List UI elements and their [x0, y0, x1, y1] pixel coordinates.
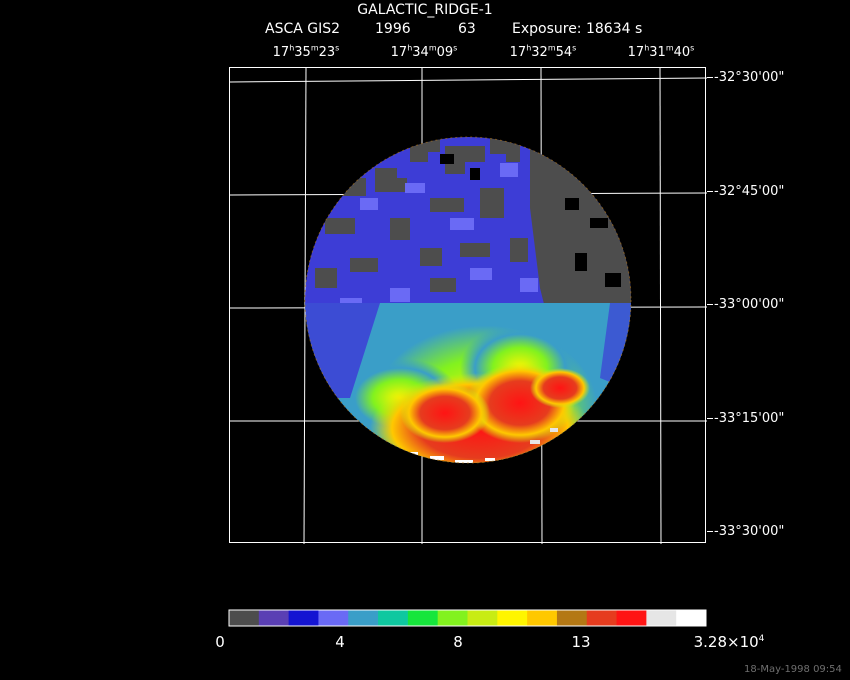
- colorbar-cell: [556, 610, 588, 626]
- colorbar-tick-4: 4: [335, 633, 345, 651]
- colorbar-max-label: 3.28×104: [693, 633, 765, 651]
- colorbar-cell: [467, 610, 498, 626]
- colorbar-cell: [586, 610, 618, 626]
- colorbar-cell: [616, 610, 647, 626]
- ra-label-1: 17h35m23s: [272, 43, 340, 60]
- colorbar-cell: [378, 610, 409, 626]
- colorbar-cell: [676, 610, 707, 626]
- ra-label-3: 17h32m54s: [509, 43, 577, 60]
- colorbar-cell: [318, 610, 349, 626]
- image-title: GALACTIC_RIDGE-1: [357, 2, 493, 18]
- timestamp: 18-May-1998 09:54: [744, 664, 842, 675]
- detector-field: [305, 137, 631, 463]
- year-label: 1996: [375, 21, 411, 37]
- colorbar-cell: [527, 610, 558, 626]
- dec-label-4: -33°15'00": [707, 411, 784, 427]
- colorbar-cell: [348, 610, 379, 626]
- dec-label-2: -32°45'00": [707, 184, 784, 200]
- colorbar-cell: [229, 610, 260, 626]
- colorbar-cell: [437, 610, 468, 626]
- colorbar-cell: [407, 610, 439, 626]
- colorbar-cell: [497, 610, 528, 626]
- sequence-label: 63: [458, 21, 476, 37]
- instrument-label: ASCA GIS2: [265, 21, 341, 37]
- colorbar-cell: [288, 610, 319, 626]
- colorbar-tick-0: 0: [215, 633, 225, 651]
- colorbar-tick-8: 8: [453, 633, 463, 651]
- colorbar-tick-13: 13: [571, 633, 591, 651]
- ra-label-2: 17h34m09s: [390, 43, 458, 60]
- dec-label-5: -33°30'00": [707, 524, 784, 540]
- ra-label-4: 17h31m40s: [627, 43, 695, 60]
- exposure-label: Exposure: 18634 s: [512, 21, 643, 37]
- colorbar-cell: [258, 610, 290, 626]
- sky-image-frame: [229, 67, 707, 544]
- dec-label-3: -33°00'00": [707, 297, 784, 313]
- dec-label-1: -32°30'00": [707, 70, 784, 86]
- xray-sky-image: [230, 68, 707, 544]
- colorbar-cell: [646, 610, 677, 626]
